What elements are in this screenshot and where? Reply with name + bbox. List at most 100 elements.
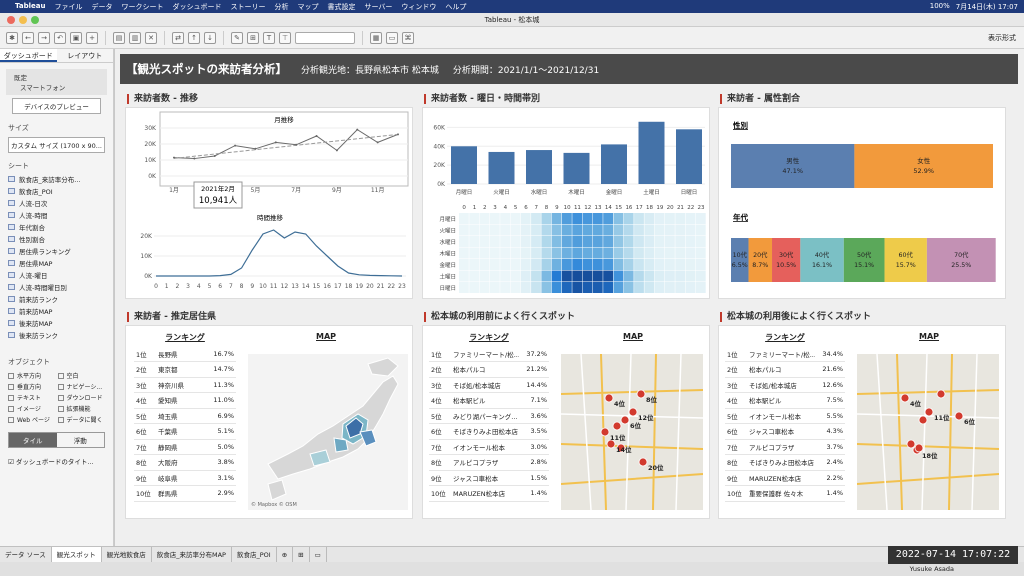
sheet-item[interactable]: 飲食店_POI xyxy=(0,185,113,197)
sheet-item[interactable]: 前来訪MAP xyxy=(0,305,113,317)
menu-0[interactable]: Tableau xyxy=(15,1,46,10)
object-item[interactable]: データに聞く xyxy=(57,415,106,424)
sort-asc-icon[interactable]: ↑ xyxy=(188,31,200,44)
table-row[interactable]: 5位 イオンモール松本 5.5% xyxy=(725,408,845,424)
table-row[interactable]: 2位 松本パルコ 21.6% xyxy=(725,361,845,378)
tab-sheet-1[interactable]: 観光地飲食店 xyxy=(102,546,152,563)
table-row[interactable]: 10位 群馬県 2.9% xyxy=(134,485,236,502)
table-row[interactable]: 7位 アルピコプラザ 3.7% xyxy=(725,439,845,455)
menu-1[interactable]: ファイル xyxy=(54,2,83,11)
sheet-item[interactable]: 人流-日次 xyxy=(0,197,113,209)
table-row[interactable]: 3位 そば処/松本城店 12.6% xyxy=(725,377,845,393)
sheet-item[interactable]: 人流-時間 xyxy=(0,209,113,221)
tab-dashboard[interactable]: ダッシュボード xyxy=(0,49,57,62)
menu-11[interactable]: ヘルプ xyxy=(445,2,467,11)
tab-sheet-0[interactable]: 観光スポット xyxy=(51,546,102,563)
sheet-item[interactable]: 後来訪MAP xyxy=(0,317,113,329)
table-row[interactable]: 10位 MARUZEN松本店 1.4% xyxy=(429,485,549,502)
sheet-item[interactable]: 飲食店_来訪率分布... xyxy=(0,173,113,185)
object-item[interactable]: ナビゲーシ... xyxy=(57,382,106,391)
sort-desc-icon[interactable]: ↓ xyxy=(204,31,216,44)
pin-icon[interactable]: ⊤ xyxy=(279,31,291,44)
table-row[interactable]: 8位 アルピコプラザ 2.8% xyxy=(429,454,549,471)
sheet-item[interactable]: 人流-曜日 xyxy=(0,269,113,281)
table-row[interactable]: 4位 松本駅ビル 7.1% xyxy=(429,392,549,409)
clear-icon[interactable]: ✕ xyxy=(145,31,157,44)
new-datasource-icon[interactable]: + xyxy=(86,31,98,44)
table-row[interactable]: 1位 ファミリーマート/松... 34.4% xyxy=(725,346,845,362)
show-me-button[interactable]: 表示形式 xyxy=(988,34,1016,42)
menu-2[interactable]: データ xyxy=(91,2,113,11)
object-item[interactable]: イメージ xyxy=(8,404,56,413)
table-row[interactable]: 9位 岐阜県 3.1% xyxy=(134,470,236,486)
table-row[interactable]: 1位 長野県 16.7% xyxy=(134,346,236,362)
sheet-item[interactable]: 後来訪ランク xyxy=(0,329,113,341)
sheet-item[interactable]: 人流-時間曜日別 xyxy=(0,281,113,293)
back-icon[interactable]: ← xyxy=(22,31,34,44)
maximize-window-button[interactable] xyxy=(31,16,39,24)
before-map[interactable]: 4位 12位 6位 8位 14位 20位 11位 xyxy=(560,353,704,511)
table-row[interactable]: 5位 埼玉県 6.9% xyxy=(134,408,236,424)
table-row[interactable]: 2位 松本パルコ 21.2% xyxy=(429,361,549,378)
tile-toggle[interactable]: タイル xyxy=(9,433,57,447)
close-window-button[interactable] xyxy=(7,16,15,24)
new-story-tab-icon[interactable]: ▭ xyxy=(310,546,327,563)
object-item[interactable]: 水平方向 xyxy=(8,371,56,380)
table-row[interactable]: 8位 大阪府 3.8% xyxy=(134,454,236,471)
menu-5[interactable]: ストーリー xyxy=(230,2,266,11)
table-row[interactable]: 2位 東京都 14.7% xyxy=(134,361,236,378)
menu-4[interactable]: ダッシュボード xyxy=(172,2,222,11)
tab-data-source[interactable]: データ ソース xyxy=(0,546,52,563)
japan-map[interactable]: © Mapbox © OSM xyxy=(248,354,408,510)
object-item[interactable]: テキスト xyxy=(8,393,56,402)
size-dropdown[interactable]: カスタム サイズ (1700 x 90... xyxy=(8,137,105,153)
table-row[interactable]: 5位 みどり湖パーキング... 3.6% xyxy=(429,408,549,424)
chart-icon[interactable]: ▦ xyxy=(370,31,382,44)
tab-sheet-2[interactable]: 飲食店_来訪率分布MAP xyxy=(152,546,232,563)
sheet-item[interactable]: 居住県MAP xyxy=(0,257,113,269)
group-icon[interactable]: ⊞ xyxy=(247,31,259,44)
device-preview-button[interactable]: デバイスのプレビュー xyxy=(12,98,101,114)
table-row[interactable]: 9位 MARUZEN松本店 2.2% xyxy=(725,470,845,486)
trend-chart[interactable]: 月推移0K10K20K30K1月3月5月7月9月11月2021年2月10,941… xyxy=(126,108,414,300)
table-row[interactable]: 6位 ジャスコ車松本 4.3% xyxy=(725,423,845,440)
save-icon[interactable]: ▣ xyxy=(70,31,82,44)
menu-9[interactable]: サーバー xyxy=(364,2,393,11)
share-icon[interactable]: ⌘ xyxy=(402,31,414,44)
table-row[interactable]: 6位 千葉県 5.1% xyxy=(134,423,236,440)
tab-layout[interactable]: レイアウト xyxy=(67,52,103,60)
user-name[interactable]: Yusuke Asada xyxy=(909,565,954,573)
table-row[interactable]: 6位 そばきりみよ田松本店 3.5% xyxy=(429,423,549,440)
minimize-window-button[interactable] xyxy=(19,16,27,24)
menu-10[interactable]: ウィンドウ xyxy=(401,2,437,11)
tab-sheet-3[interactable]: 飲食店_POI xyxy=(232,546,277,563)
table-row[interactable]: 3位 神奈川県 11.3% xyxy=(134,377,236,393)
new-sheet-tab-icon[interactable]: ⊕ xyxy=(277,546,294,563)
menu-6[interactable]: 分析 xyxy=(274,2,289,11)
table-row[interactable]: 9位 ジャスコ車松本 1.5% xyxy=(429,470,549,486)
menu-3[interactable]: ワークシート xyxy=(121,2,164,11)
device-default[interactable]: 既定 スマートフォン xyxy=(6,69,107,95)
object-item[interactable]: ダウンロード xyxy=(57,393,106,402)
table-row[interactable]: 7位 イオンモール松本 3.0% xyxy=(429,439,549,455)
sheet-item[interactable]: 居住県ランキング xyxy=(0,245,113,257)
menu-7[interactable]: マップ xyxy=(297,2,319,11)
label-icon[interactable]: T xyxy=(263,31,275,44)
tableau-logo-icon[interactable]: ✱ xyxy=(6,31,18,44)
table-row[interactable]: 4位 愛知県 11.0% xyxy=(134,392,236,409)
after-map[interactable]: 4位 11位 6位 18位 xyxy=(856,353,1000,511)
show-title-checkbox[interactable]: ☑ ダッシュボードのタイト... xyxy=(8,458,94,466)
highlight-icon[interactable]: ✎ xyxy=(231,31,243,44)
table-row[interactable]: 4位 松本駅ビル 7.5% xyxy=(725,392,845,409)
object-item[interactable]: Web ページ xyxy=(8,415,56,424)
object-item[interactable]: 垂直方向 xyxy=(8,382,56,391)
sheet-item[interactable]: 前来訪ランク xyxy=(0,293,113,305)
table-row[interactable]: 3位 そば処/松本城店 14.4% xyxy=(429,377,549,393)
table-row[interactable]: 10位 重要保護群 佐々木 1.4% xyxy=(725,485,845,502)
duplicate-icon[interactable]: ▥ xyxy=(129,31,141,44)
table-row[interactable]: 8位 そばきりみよ田松本店 2.4% xyxy=(725,454,845,471)
undo-icon[interactable]: ↶ xyxy=(54,31,66,44)
new-sheet-icon[interactable]: ▤ xyxy=(113,31,125,44)
